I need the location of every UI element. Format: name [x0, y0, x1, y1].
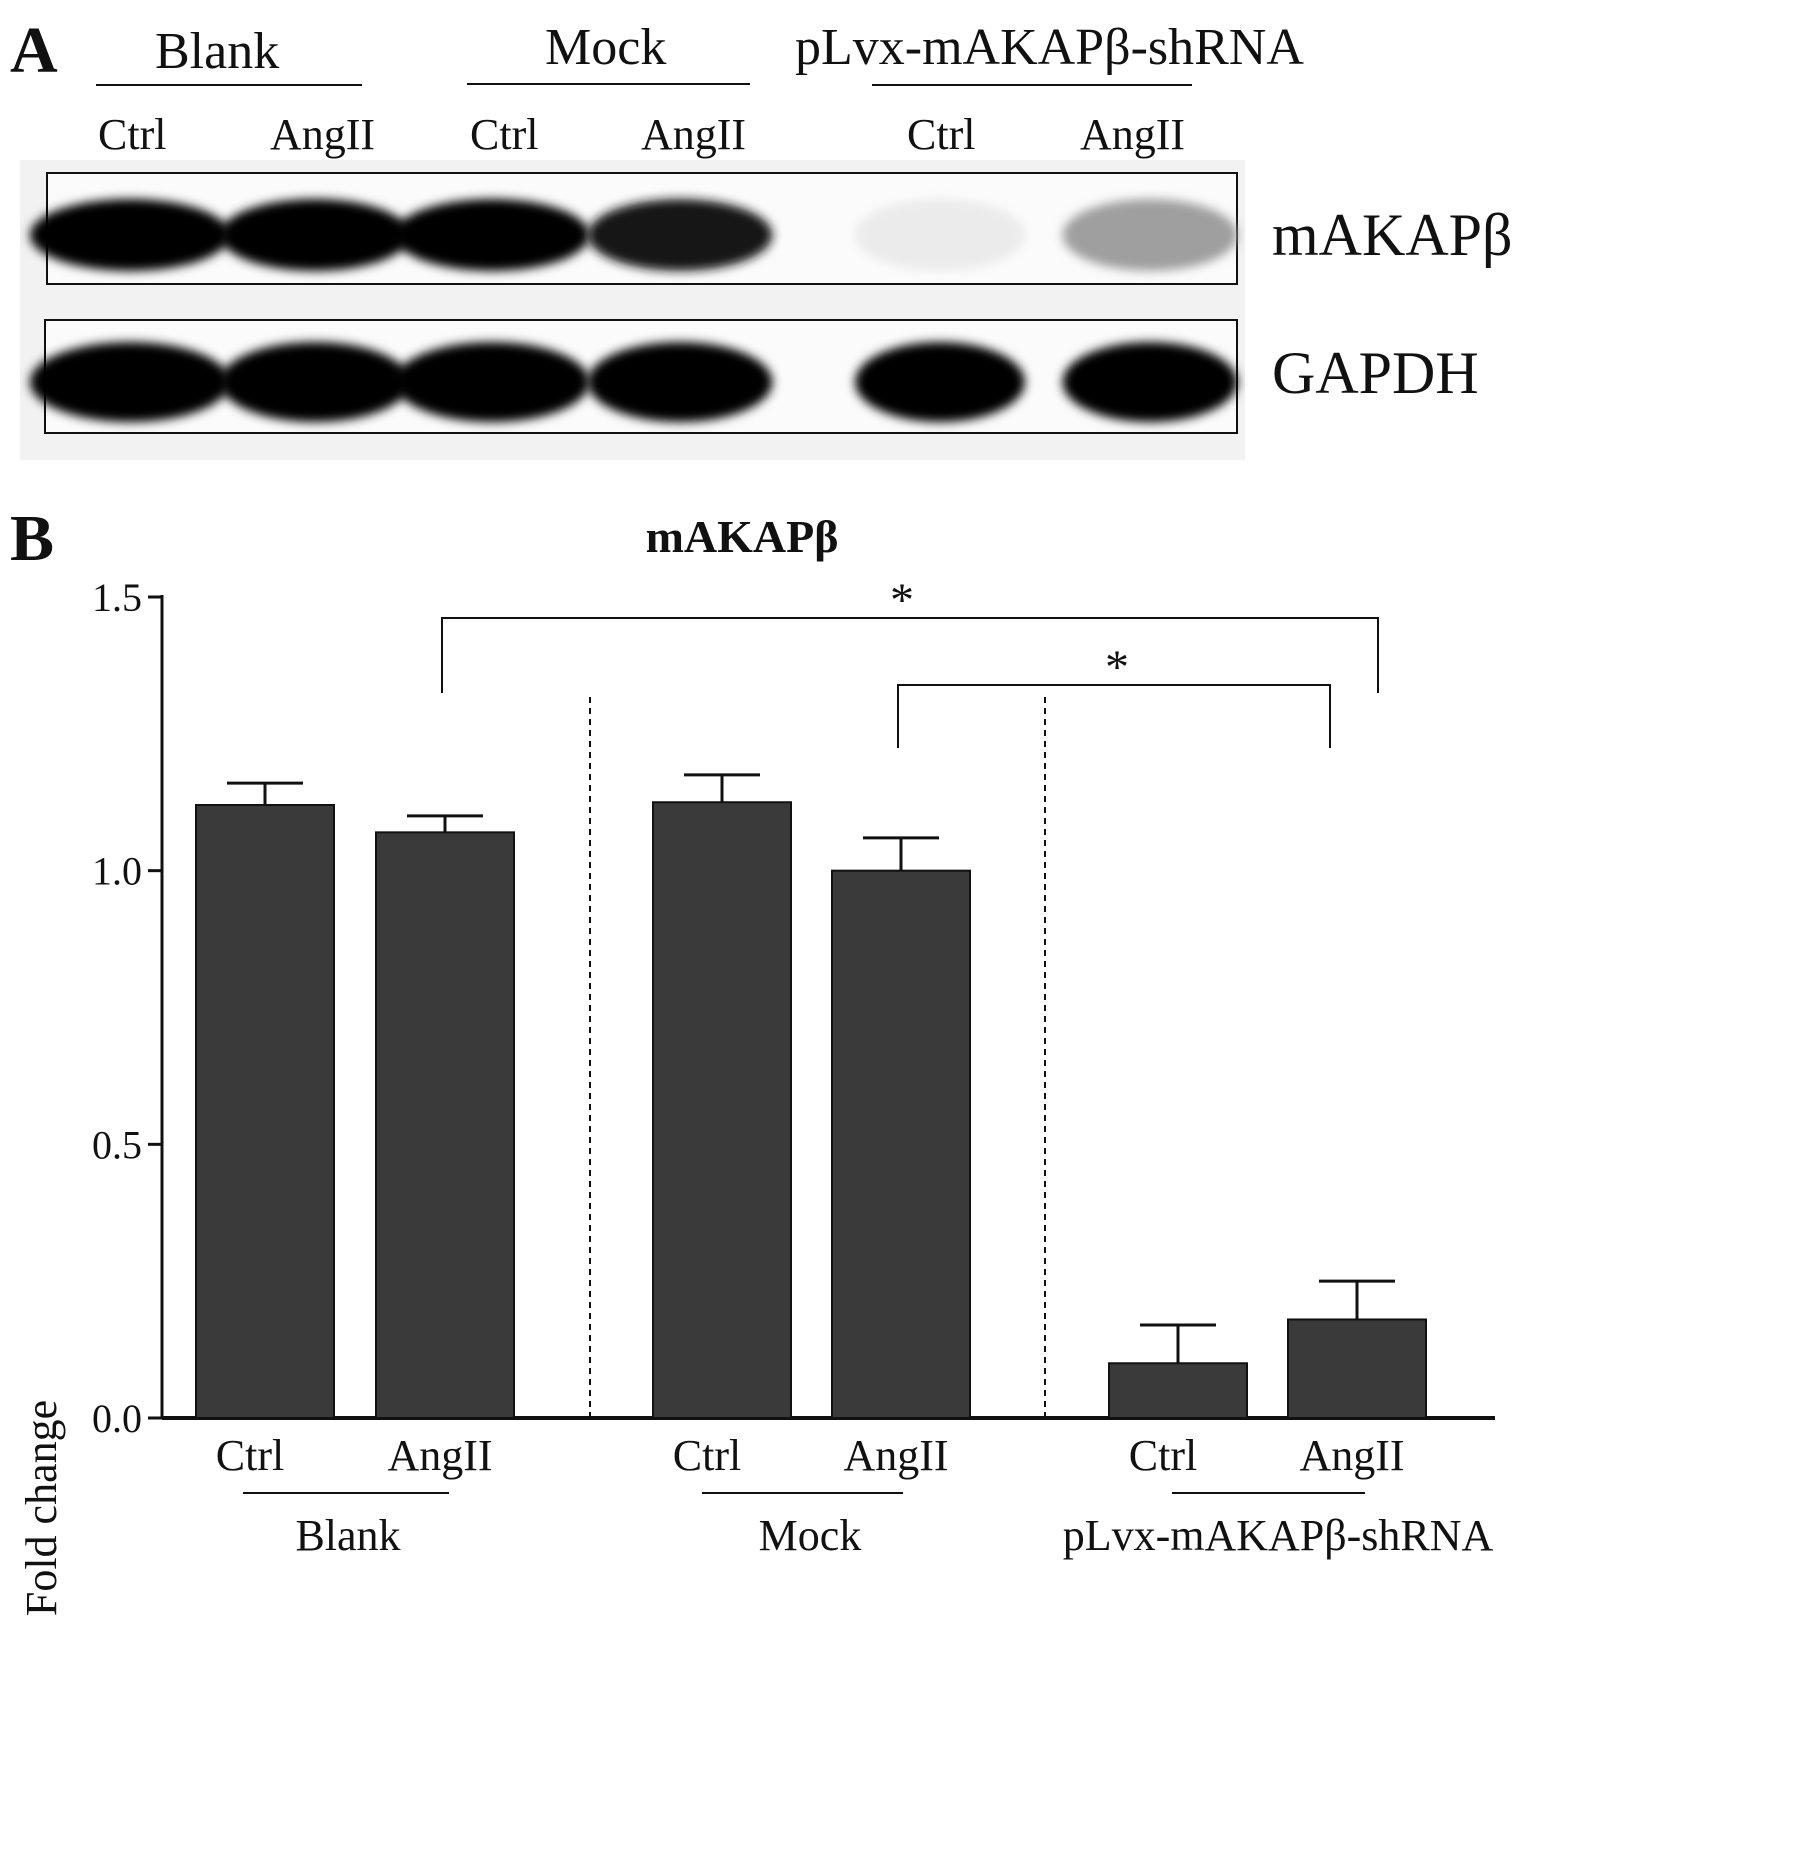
x-tick-label: AngII	[1299, 1431, 1404, 1480]
blot-band	[1062, 199, 1238, 271]
bar	[831, 869, 971, 1419]
blot-band	[30, 199, 230, 271]
x-group-label: Blank	[295, 1511, 400, 1560]
x-tick-label: AngII	[387, 1431, 492, 1480]
bar-chart: mAKAPβ Fold change 0.00.51.01.5 ** Ctrl A…	[17, 511, 1495, 1616]
x-tick-label: Ctrl	[673, 1431, 741, 1480]
y-tick-label: 1.0	[92, 849, 142, 894]
chart-significance: **	[441, 574, 1379, 748]
bar	[1108, 1362, 1248, 1419]
y-tick-label: 0.5	[92, 1122, 142, 1167]
blot-group-rule-mock	[467, 83, 750, 85]
blot-band	[1062, 342, 1238, 422]
significance-star: *	[890, 574, 914, 627]
blot-mAKAPb	[30, 172, 1238, 285]
panel-a-letter: A	[10, 14, 58, 87]
chart-title: mAKAPβ	[646, 511, 839, 562]
blot-group-rule-shrna	[872, 84, 1192, 86]
blot-group-rule-blank	[96, 84, 362, 86]
blot-band	[220, 199, 410, 271]
chart-x-labels: Ctrl AngII Ctrl AngII Ctrl AngII Blank Mock pLvx…	[216, 1431, 1494, 1560]
blot-band	[220, 342, 410, 422]
blot-band	[855, 342, 1025, 422]
significance-bracket	[897, 684, 1331, 748]
blot-band	[394, 199, 590, 271]
bar	[652, 801, 792, 1419]
panel-b-letter: B	[10, 502, 55, 575]
bar	[1287, 1318, 1427, 1419]
x-group-label: pLvx-mAKAPβ-shRNA	[1063, 1511, 1494, 1560]
bar	[375, 831, 515, 1419]
lane-label: Ctrl	[907, 110, 976, 159]
blot-band	[587, 342, 773, 422]
blot-group-label-shrna: pLvx-mAKAPβ-shRNA	[795, 19, 1304, 76]
blot-band	[30, 342, 230, 422]
x-group-label: Mock	[759, 1511, 862, 1560]
blot-label-makap: mAKAPβ	[1272, 202, 1513, 268]
blot-group-label-blank: Blank	[155, 23, 280, 80]
chart-error-bars	[227, 773, 1395, 1364]
lane-label: AngII	[270, 110, 376, 159]
y-tick-label: 0.0	[92, 1396, 142, 1441]
y-axis-label: Fold change	[17, 1400, 66, 1616]
blot-band	[394, 342, 590, 422]
lane-label: AngII	[641, 110, 747, 159]
lane-label: AngII	[1080, 110, 1186, 159]
y-tick-label: 1.5	[92, 575, 142, 620]
chart-bars	[195, 801, 1427, 1419]
western-blot	[20, 160, 1245, 460]
significance-bracket	[441, 617, 1379, 693]
blot-group-label-mock: Mock	[545, 19, 667, 76]
blot-label-gapdh: GAPDH	[1272, 340, 1479, 406]
blot-band	[587, 199, 773, 271]
x-tick-label: Ctrl	[216, 1431, 284, 1480]
x-tick-label: AngII	[843, 1431, 948, 1480]
significance-star: *	[1105, 641, 1129, 694]
blot-band	[855, 199, 1025, 271]
chart-axes: 0.0 0.5 1.0 1.5	[92, 575, 1495, 1441]
bar	[195, 803, 335, 1419]
lane-label: Ctrl	[470, 110, 539, 159]
blot-GAPDH	[30, 319, 1238, 434]
x-tick-label: Ctrl	[1129, 1431, 1197, 1480]
lane-label: Ctrl	[98, 110, 167, 159]
